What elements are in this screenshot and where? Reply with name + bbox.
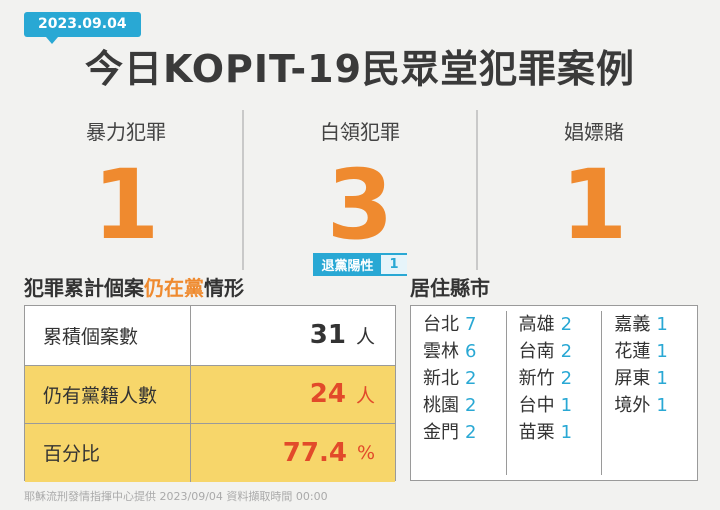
sub-badge-value: 1 (381, 255, 407, 274)
county-column: 嘉義 1 花蓮 1 屏東 1 境外 1 (601, 311, 697, 475)
county-name: 台北 (423, 314, 459, 335)
section-title-counties: 居住縣市 (410, 276, 490, 300)
stat-value: 3 (326, 149, 394, 261)
county-name: 台南 (518, 341, 555, 362)
list-item: 境外 1 (614, 392, 697, 419)
page-title: 今日KOPIT-19民眾堂犯罪案例 (84, 47, 636, 91)
stat-label: 暴力犯罪 (86, 120, 166, 144)
stat-label: 白領犯罪 (320, 120, 400, 144)
table-row: 仍有黨籍人數 24 人 (25, 364, 395, 424)
list-item: 嘉義 1 (614, 311, 697, 338)
county-count: 2 (560, 341, 573, 362)
section-title-text: 犯罪累計個案 (24, 276, 144, 300)
cases-table: 累積個案數 31 人 仍有黨籍人數 24 人 百分比 77.4% (24, 305, 396, 482)
stat-value: 1 (92, 149, 160, 261)
sub-badge: 退黨陽性 1 (313, 253, 407, 276)
county-count: 1 (560, 395, 573, 416)
sub-badge-label: 退黨陽性 (321, 259, 374, 274)
county-count: 7 (465, 314, 477, 335)
county-count: 2 (560, 314, 573, 335)
row-label: 累積個案數 (25, 306, 191, 365)
stat-violent: 暴力犯罪 1 (10, 110, 242, 270)
row-value: 77.4% (191, 424, 395, 482)
value-number: 77.4 (282, 437, 347, 468)
footer-source: 耶穌流刑發情指揮中心提供 2023/09/04 資料擷取時間 00:00 (24, 490, 328, 503)
row-value: 31 人 (191, 306, 395, 365)
county-name: 屏東 (614, 368, 651, 389)
value-unit: 人 (355, 325, 375, 348)
county-count: 1 (656, 314, 668, 335)
list-item: 台中 1 (519, 392, 602, 419)
stat-value: 1 (560, 149, 628, 261)
row-label: 百分比 (25, 424, 191, 482)
value-number: 24 (309, 379, 346, 410)
table-row: 百分比 77.4% (25, 423, 395, 482)
county-name: 新北 (423, 368, 459, 389)
county-count: 2 (465, 368, 477, 389)
county-name: 台中 (518, 395, 555, 416)
county-name: 新竹 (518, 368, 555, 389)
county-name: 境外 (614, 395, 651, 416)
list-item: 金門 2 (423, 419, 506, 446)
county-count: 1 (560, 422, 573, 443)
county-column: 高雄 2 台南 2 新竹 2 台中 1 苗栗 1 (505, 311, 602, 475)
crime-stats: 暴力犯罪 1 白領犯罪 3 退黨陽性 1 娼嫖賭 1 (10, 110, 710, 276)
list-item: 雲林 6 (423, 338, 506, 365)
stat-label: 娼嫖賭 (564, 120, 624, 144)
county-name: 嘉義 (614, 314, 651, 335)
county-name: 苗栗 (518, 422, 555, 443)
county-count: 1 (656, 341, 668, 362)
list-item: 屏東 1 (614, 365, 697, 392)
county-name: 花蓮 (614, 341, 651, 362)
row-label: 仍有黨籍人數 (25, 365, 191, 423)
county-count: 2 (465, 422, 477, 443)
stat-white-collar: 白領犯罪 3 退黨陽性 1 (242, 110, 476, 276)
county-name: 金門 (423, 422, 459, 443)
county-count: 2 (465, 395, 477, 416)
county-count: 6 (465, 341, 477, 362)
list-item: 台南 2 (519, 338, 602, 365)
section-title-cases: 犯罪累計個案仍在黨情形 (24, 272, 244, 301)
list-item: 高雄 2 (519, 311, 602, 338)
value-unit: 人 (355, 384, 375, 407)
list-item: 台北 7 (423, 311, 506, 338)
county-column: 台北 7 雲林 6 新北 2 桃園 2 金門 2 (411, 311, 506, 475)
section-title-highlight: 仍在黨 (144, 276, 204, 300)
county-box: 台北 7 雲林 6 新北 2 桃園 2 金門 2 高雄 2 台南 2 新竹 2 台中 1 苗栗 1 … (410, 305, 698, 481)
county-name: 高雄 (518, 314, 555, 335)
county-name: 桃園 (423, 395, 459, 416)
date-badge: 2023.09.04 (24, 12, 141, 44)
county-name: 雲林 (423, 341, 459, 362)
list-item: 桃園 2 (423, 392, 506, 419)
county-count: 1 (656, 368, 668, 389)
list-item: 花蓮 1 (614, 338, 697, 365)
row-value: 24 人 (191, 366, 395, 424)
value-number: 31 (309, 320, 346, 351)
stat-vice: 娼嫖賭 1 (476, 110, 710, 270)
section-title-text: 情形 (204, 276, 244, 300)
list-item: 苗栗 1 (519, 419, 602, 446)
list-item: 新北 2 (423, 365, 506, 392)
list-item: 新竹 2 (519, 365, 602, 392)
table-row: 累積個案數 31 人 (25, 306, 395, 365)
county-count: 2 (560, 368, 573, 389)
county-count: 1 (656, 395, 668, 416)
value-unit: % (356, 441, 375, 464)
